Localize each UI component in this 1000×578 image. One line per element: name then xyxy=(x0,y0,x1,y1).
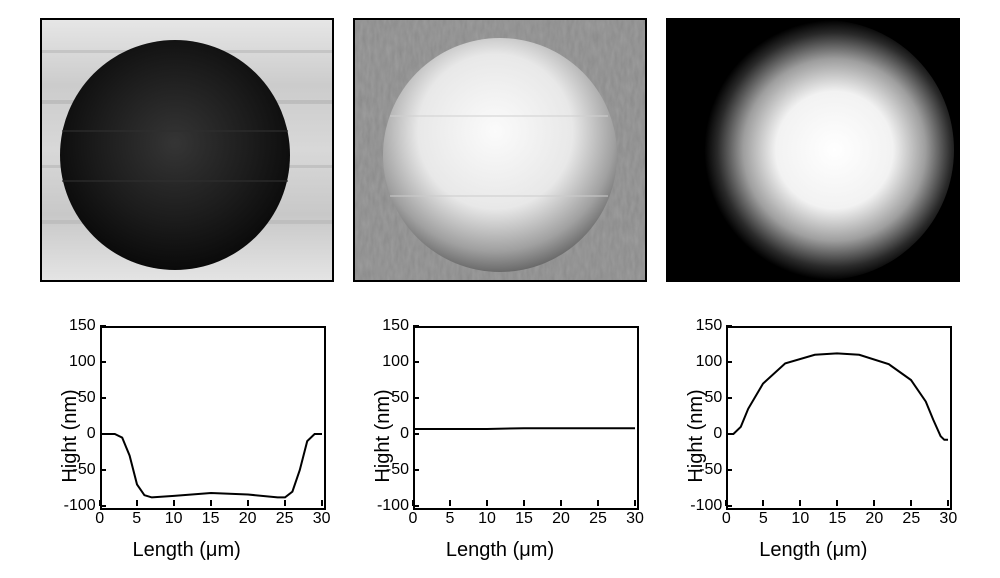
chart-flat: -100-50050100150051015202530Hight (nm)Le… xyxy=(355,316,645,556)
chart-line-svg xyxy=(668,316,958,556)
micrograph-smooth-sphere xyxy=(666,18,960,282)
chart-convex: -100-50050100150051015202530Hight (nm)Le… xyxy=(668,316,958,556)
micrograph-svg-2 xyxy=(668,20,958,280)
data-line xyxy=(726,353,948,439)
data-line xyxy=(413,428,635,429)
figure-container: -100-50050100150051015202530Hight (nm)Le… xyxy=(0,0,1000,578)
data-line xyxy=(100,434,322,497)
micrograph-row xyxy=(0,0,1000,296)
micrograph-dark-sphere xyxy=(40,18,334,282)
micrograph-phase-sphere xyxy=(353,18,647,282)
chart-concave: -100-50050100150051015202530Hight (nm)Le… xyxy=(42,316,332,556)
micrograph-svg-0 xyxy=(42,20,332,280)
chart-line-svg xyxy=(355,316,645,556)
micrograph-svg-1 xyxy=(355,20,645,280)
chart-row: -100-50050100150051015202530Hight (nm)Le… xyxy=(0,296,1000,576)
chart-line-svg xyxy=(42,316,332,556)
